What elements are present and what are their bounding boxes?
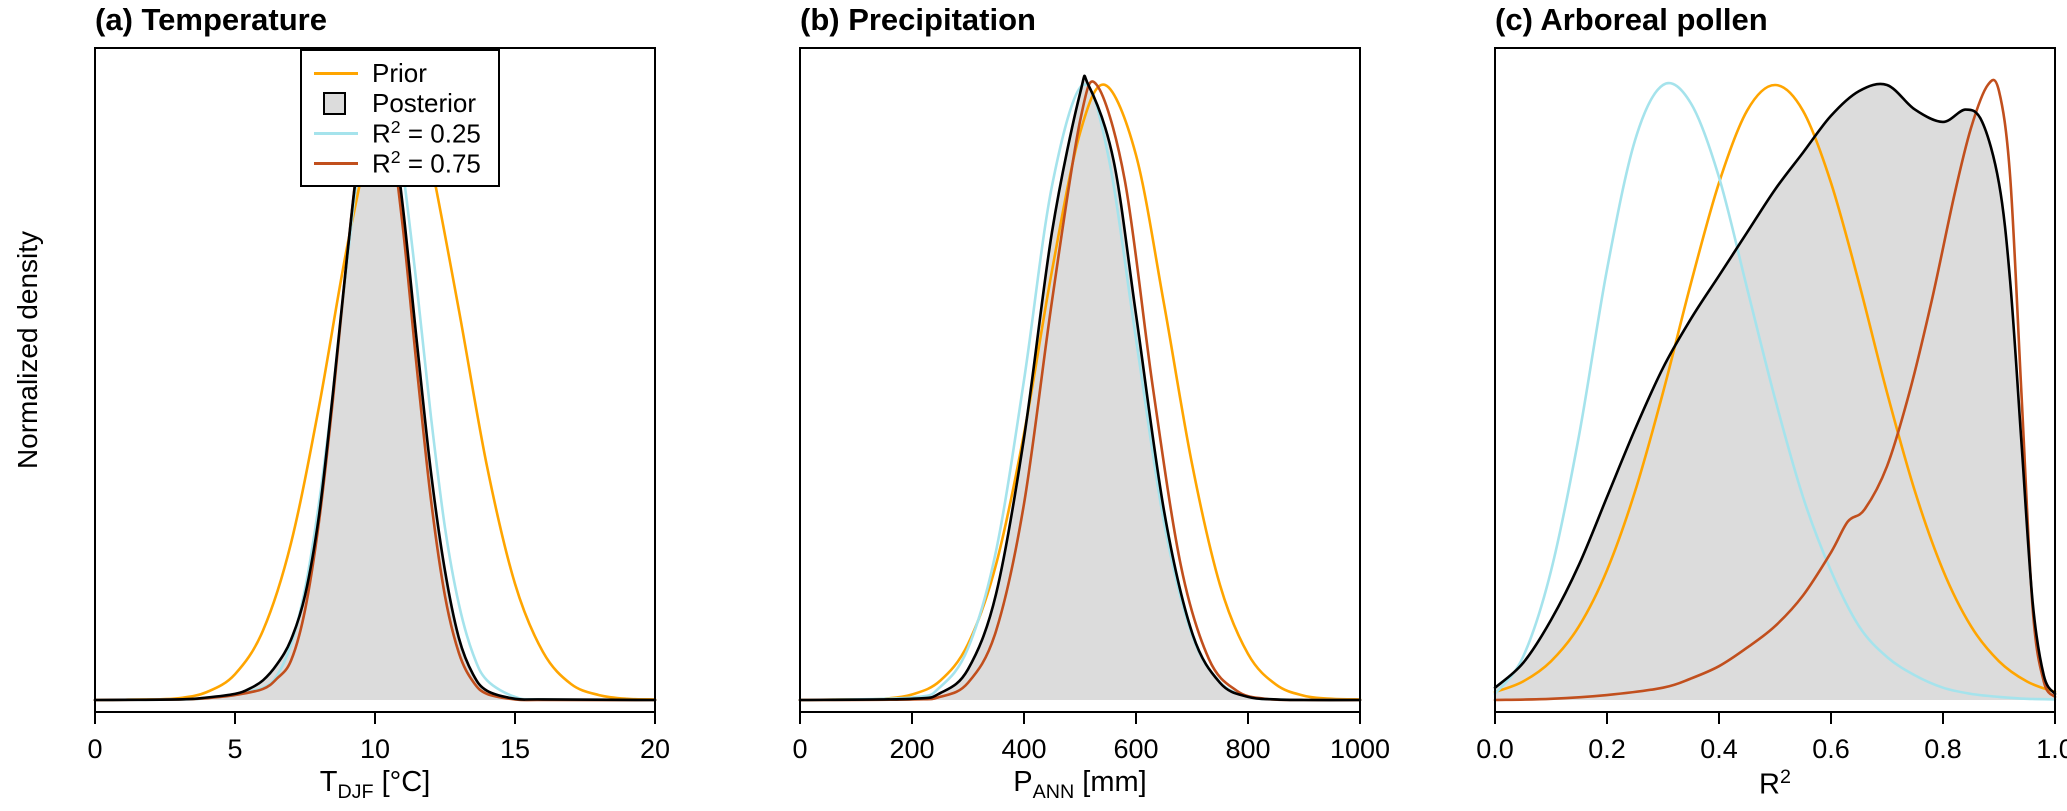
x-tick-label: 0 (792, 734, 807, 764)
x-axis-label-r2: R2 (1759, 766, 1791, 801)
line-swatch-r2-025 (314, 131, 360, 135)
legend-item-r2-075: R2 = 0.75 (314, 146, 486, 179)
x-tick-label: 0.6 (1812, 734, 1850, 764)
panel-title-arboreal-pollen: (c) Arboreal pollen (1495, 2, 1768, 37)
x-tick-label: 400 (1001, 734, 1046, 764)
panel-title-temperature: (a) Temperature (95, 2, 327, 37)
density-curve-r2-0.25 (1493, 81, 2057, 701)
x-tick-label: 15 (500, 734, 530, 764)
x-axis-label-temperature: TDJF [°C] (319, 766, 431, 803)
legend-label-prior: Prior (372, 57, 427, 88)
x-tick-label: 0.2 (1588, 734, 1626, 764)
x-tick-label: 5 (227, 734, 242, 764)
posterior-density-outline (798, 74, 1362, 702)
posterior-box-swatch (314, 91, 360, 115)
legend-item-r2-025: R2 = 0.25 (314, 116, 486, 149)
panel-title-precipitation: (b) Precipitation (800, 2, 1036, 37)
plot-box (799, 47, 1361, 713)
x-tick-label: 0.8 (1924, 734, 1962, 764)
panel-precipitation: 0 200 400 600 800 1000 (792, 47, 1390, 764)
y-axis-label: Normalized density (12, 230, 43, 470)
panel-temperature: 0 5 10 15 20 (87, 47, 670, 764)
line-swatch-r2-075 (314, 161, 360, 165)
density-curve-r2-0.75 (798, 80, 1362, 702)
posterior-density-fill (1495, 83, 2055, 700)
posterior-density-fill (95, 84, 655, 700)
density-curve-r2-0.75 (1493, 78, 2057, 702)
legend-label-r2-075: R2 = 0.75 (372, 146, 481, 179)
x-tick-label: 0.4 (1700, 734, 1738, 764)
x-tick-label: 0 (87, 734, 102, 764)
x-axis-label-precipitation: PANN [mm] (1013, 766, 1147, 803)
legend-label-posterior: Posterior (372, 87, 477, 118)
plot-box (1494, 47, 2056, 713)
legend-item-posterior: Posterior (314, 88, 486, 118)
legend-label-r2-025: R2 = 0.25 (372, 116, 481, 149)
x-tick-label: 1000 (1330, 734, 1390, 764)
panel-arboreal-pollen: 0.0 0.2 0.4 0.6 0.8 1.0 (1476, 47, 2067, 764)
x-tick-label: 10 (360, 734, 390, 764)
x-tick-label: 20 (640, 734, 670, 764)
legend-item-prior: Prior (314, 58, 486, 88)
posterior-density-outline (1493, 82, 2057, 696)
line-swatch-prior (314, 71, 360, 75)
posterior-density-fill (800, 75, 1360, 701)
x-tick-label: 600 (1113, 734, 1158, 764)
legend: Prior Posterior R2 = 0.25 R2 = 0.75 (300, 49, 500, 187)
x-tick-label: 0.0 (1476, 734, 1514, 764)
x-tick-label: 200 (889, 734, 934, 764)
x-tick-label: 1.0 (2036, 734, 2067, 764)
density-curve-prior (1493, 83, 2057, 694)
x-tick-label: 800 (1225, 734, 1270, 764)
